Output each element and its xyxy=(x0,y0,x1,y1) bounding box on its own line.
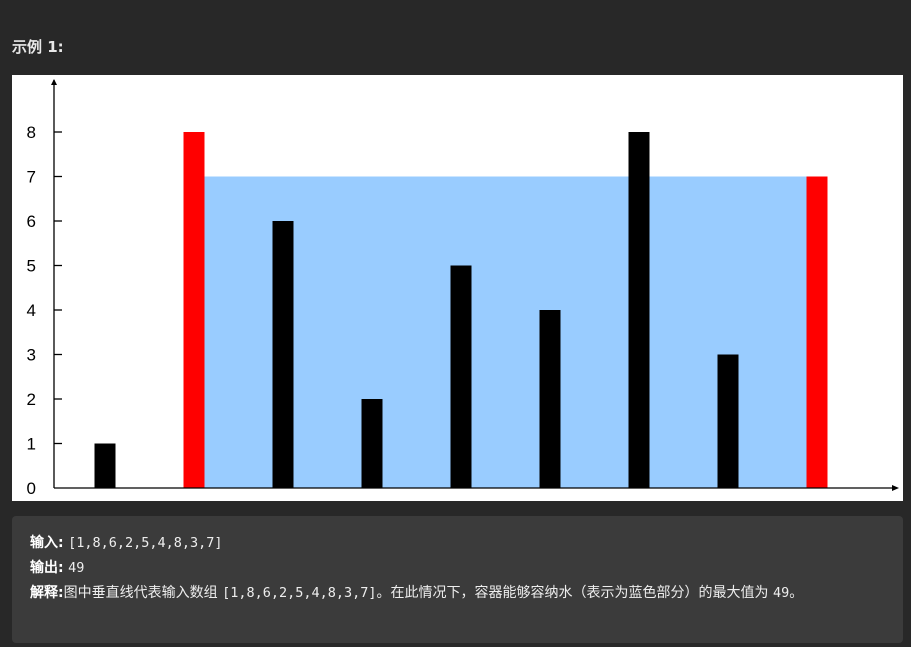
bar xyxy=(539,310,561,488)
y-tick-label: 2 xyxy=(27,390,36,409)
bar xyxy=(272,221,294,488)
bar xyxy=(717,354,739,488)
explanation-text-suffix: 。在此情况下，容器能够容纳水（表示为蓝色部分）的最大值为 xyxy=(376,585,773,601)
y-tick-label: 7 xyxy=(27,168,36,187)
y-tick-label: 4 xyxy=(27,301,36,320)
input-label: 输入: xyxy=(30,535,64,551)
output-label: 输出: xyxy=(30,560,64,576)
y-tick-label: 5 xyxy=(27,257,36,276)
explanation-array: [1,8,6,2,5,4,8,3,7] xyxy=(222,585,377,601)
container-water-figure: 0 1 2 3 4 5 6 7 8 xyxy=(12,75,903,501)
y-axis-arrow xyxy=(51,79,57,85)
bar xyxy=(450,265,472,488)
explanation-text-end: 。 xyxy=(789,585,804,601)
highlight-bar xyxy=(806,176,828,488)
water-area xyxy=(204,176,807,488)
bar xyxy=(94,443,116,488)
input-value: [1,8,6,2,5,4,8,3,7] xyxy=(68,535,223,551)
y-tick-label: 8 xyxy=(27,123,36,142)
bar-chart: 0 1 2 3 4 5 6 7 8 xyxy=(27,79,899,498)
example-box: 输入: [1,8,6,2,5,4,8,3,7] 输出: 49 解释:图中垂直线代… xyxy=(12,516,903,643)
explanation-row: 解释:图中垂直线代表输入数组 [1,8,6,2,5,4,8,3,7]。在此情况下… xyxy=(30,581,885,606)
y-tick-label: 6 xyxy=(27,212,36,231)
explanation-value: 49 xyxy=(772,585,790,601)
output-value: 49 xyxy=(68,560,85,576)
output-row: 输出: 49 xyxy=(30,556,885,581)
y-tick-label: 0 xyxy=(27,479,36,498)
highlight-bar xyxy=(183,132,205,488)
explanation-text-prefix: 图中垂直线代表输入数组 xyxy=(63,585,223,601)
y-tick-label: 3 xyxy=(27,346,36,365)
bar xyxy=(361,399,383,488)
x-axis-arrow xyxy=(892,485,899,491)
bar xyxy=(628,132,650,488)
y-tick-label: 1 xyxy=(27,435,36,454)
example-heading: 示例 1: xyxy=(12,38,64,56)
explanation-label: 解释: xyxy=(30,585,64,601)
input-row: 输入: [1,8,6,2,5,4,8,3,7] xyxy=(30,531,885,556)
